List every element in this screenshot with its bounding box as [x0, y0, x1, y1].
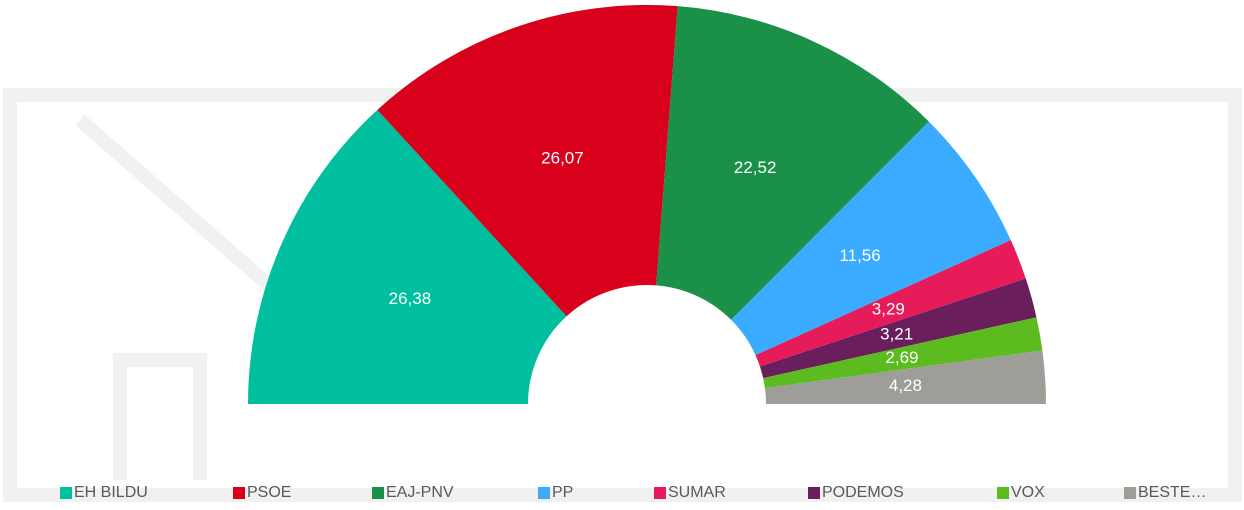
- data-label: 26,07: [541, 149, 584, 168]
- chart: 26,38 26,07 22,52 11,56 3,29 3,21 2,69 4,28 EH B…: [0, 0, 1244, 510]
- legend-swatch: [233, 487, 245, 499]
- legend-swatch: [997, 487, 1009, 499]
- legend-label: PP: [552, 484, 573, 501]
- legend-swatch: [372, 487, 384, 499]
- legend-swatch: [60, 487, 72, 499]
- legend-label: PODEMOS: [822, 484, 904, 501]
- data-label: 26,38: [389, 289, 432, 308]
- legend-label: SUMAR: [668, 484, 726, 501]
- data-label: 4,28: [889, 376, 922, 395]
- legend-swatch: [538, 487, 550, 499]
- data-label: 3,29: [872, 299, 905, 318]
- legend-label: PSOE: [247, 484, 291, 501]
- legend-swatch: [654, 487, 666, 499]
- data-label: 3,21: [880, 325, 913, 344]
- legend-swatch: [808, 487, 820, 499]
- legend-label: EH BILDU: [74, 484, 148, 501]
- page: 26,38 26,07 22,52 11,56 3,29 3,21 2,69 4,28 EH B…: [0, 0, 1244, 510]
- legend-label: VOX: [1011, 484, 1045, 501]
- legend-swatch: [1124, 487, 1136, 499]
- legend-label: BESTE…: [1138, 484, 1206, 501]
- legend-label: EAJ-PNV: [386, 484, 454, 501]
- data-label: 2,69: [885, 348, 918, 367]
- data-label: 22,52: [734, 158, 777, 177]
- data-label: 11,56: [839, 246, 880, 265]
